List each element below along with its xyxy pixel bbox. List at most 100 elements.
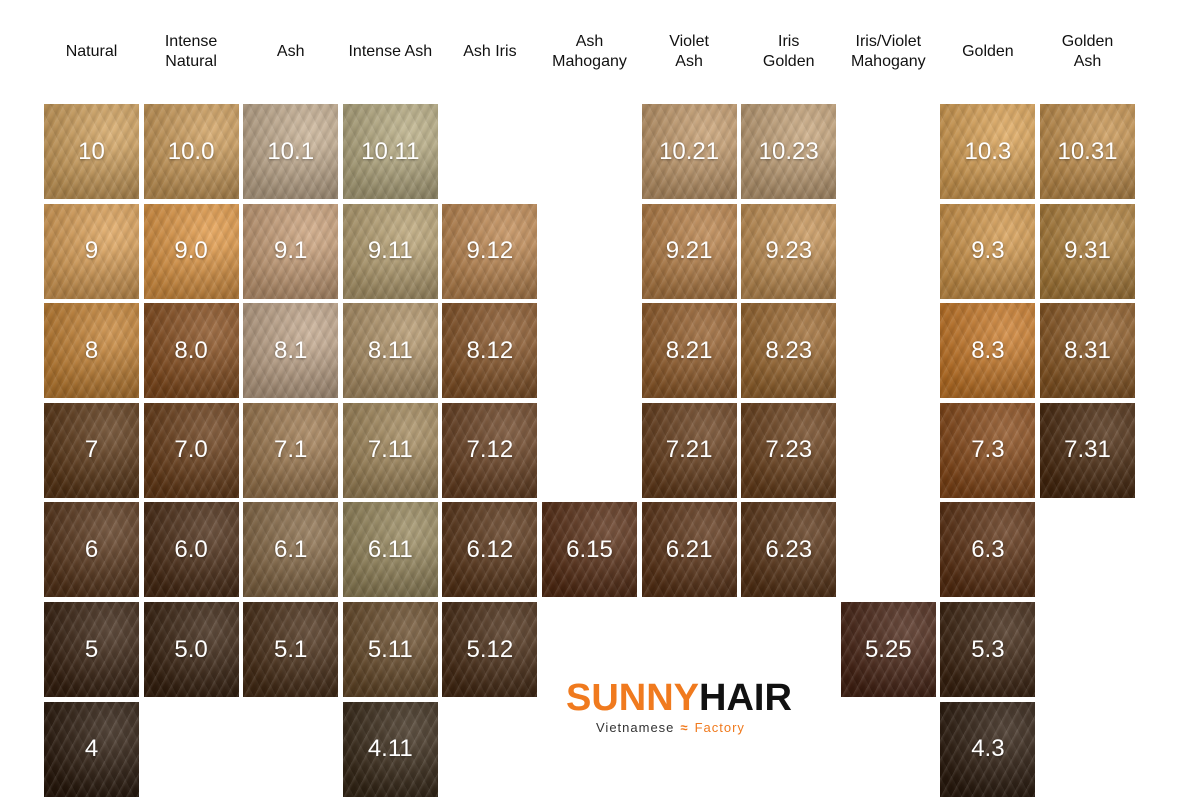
- swatch-9-31[interactable]: 9.31: [1040, 203, 1135, 299]
- swatch-code: 9.11: [367, 237, 413, 265]
- swatch-10[interactable]: 10: [44, 104, 139, 199]
- swatch-8-0[interactable]: 8.0: [143, 303, 239, 399]
- swatch-8-1[interactable]: 8.1: [243, 303, 339, 399]
- swatch-10-1[interactable]: 10.1: [243, 104, 339, 199]
- swatch-code: 6.0: [174, 535, 208, 563]
- swatch-code: 8.12: [466, 336, 514, 364]
- swatch-code: 9.3: [971, 237, 1005, 265]
- swatch-6-23[interactable]: 6.23: [741, 502, 837, 598]
- swatch-5-12[interactable]: 5.12: [442, 602, 538, 697]
- swatch-code: 8.31: [1064, 336, 1111, 364]
- swatch-code: 10.31: [1057, 137, 1118, 165]
- swatch-6-12[interactable]: 6.12: [442, 502, 538, 598]
- swatch-7[interactable]: 7: [44, 402, 139, 498]
- swatch-10-3[interactable]: 10.3: [940, 104, 1036, 199]
- swatch-4[interactable]: 4: [44, 701, 139, 797]
- swatch-7-23[interactable]: 7.23: [741, 402, 837, 498]
- swatch-7-0[interactable]: 7.0: [143, 402, 239, 498]
- swatch-8-21[interactable]: 8.21: [641, 303, 737, 399]
- swatch-code: 8.1: [274, 336, 308, 364]
- swatch-9-1[interactable]: 9.1: [243, 203, 339, 299]
- swatch-code: 5.3: [971, 635, 1005, 663]
- swatch-code: 4: [84, 735, 99, 763]
- swatch-code: 10.23: [758, 137, 819, 165]
- column-header-golden-ash: Golden Ash: [1061, 33, 1114, 70]
- swatch-10-11[interactable]: 10.11: [342, 104, 438, 199]
- swatch-code: 7.3: [971, 436, 1005, 464]
- swatch-6-3[interactable]: 6.3: [940, 502, 1036, 598]
- swatch-4-3[interactable]: 4.3: [940, 701, 1036, 797]
- swatch-8-3[interactable]: 8.3: [940, 303, 1036, 399]
- swatch-10-31[interactable]: 10.31: [1040, 104, 1135, 199]
- swatch-5-11[interactable]: 5.11: [342, 602, 438, 697]
- swatch-9-12[interactable]: 9.12: [442, 203, 538, 299]
- swatch-10-23[interactable]: 10.23: [741, 104, 837, 199]
- swatch-5[interactable]: 5: [44, 602, 139, 697]
- swatch-code: 9.21: [665, 237, 713, 265]
- swatch-6-21[interactable]: 6.21: [641, 502, 737, 598]
- column-header-ash: Ash: [276, 43, 305, 60]
- swatch-8[interactable]: 8: [44, 303, 139, 399]
- swatch-code: 5.1: [274, 635, 308, 663]
- swatch-5-1[interactable]: 5.1: [243, 602, 339, 697]
- swatch-code: 8.0: [174, 336, 208, 364]
- swatch-7-1[interactable]: 7.1: [243, 402, 339, 498]
- swatch-5-3[interactable]: 5.3: [940, 602, 1036, 697]
- swatch-code: 7.12: [466, 436, 514, 464]
- swatch-7-21[interactable]: 7.21: [641, 402, 737, 498]
- swatch-code: 5: [84, 635, 99, 663]
- swatch-6-11[interactable]: 6.11: [342, 502, 438, 598]
- swatch-6-0[interactable]: 6.0: [143, 502, 239, 598]
- swatch-8-23[interactable]: 8.23: [741, 303, 837, 399]
- swatch-code: 8.23: [765, 336, 813, 364]
- swatch-5-0[interactable]: 5.0: [143, 602, 239, 697]
- swatch-code: 7: [84, 436, 99, 464]
- column-header-golden: Golden: [962, 43, 1014, 60]
- swatch-7-3[interactable]: 7.3: [940, 402, 1036, 498]
- swatch-9-0[interactable]: 9.0: [143, 203, 239, 299]
- swatch-code: 9.0: [174, 237, 208, 265]
- swatch-code: 10.1: [267, 137, 315, 165]
- logo-tagline-left: Vietnamese: [596, 720, 675, 735]
- column-header-ash-iris: Ash Iris: [463, 43, 517, 60]
- swatch-6[interactable]: 6: [44, 502, 139, 598]
- swatch-code: 6.15: [566, 535, 613, 563]
- swatch-7-11[interactable]: 7.11: [342, 402, 438, 498]
- swatch-code: 7.11: [367, 436, 413, 464]
- swatch-6-15[interactable]: 6.15: [542, 502, 637, 598]
- swatch-4-11[interactable]: 4.11: [342, 701, 438, 797]
- logo-brand-part1: SUNNY: [566, 677, 700, 719]
- swatch-code: 10.21: [659, 137, 720, 165]
- swatch-5-25[interactable]: 5.25: [840, 602, 936, 697]
- column-header-intense-natural: Intense Natural: [164, 33, 218, 70]
- swatch-6-1[interactable]: 6.1: [243, 502, 339, 598]
- swatch-9-3[interactable]: 9.3: [940, 203, 1036, 299]
- swatch-9-21[interactable]: 9.21: [641, 203, 737, 299]
- swatch-7-31[interactable]: 7.31: [1040, 402, 1135, 498]
- swatch-code: 7.21: [665, 436, 713, 464]
- swatch-code: 6.11: [367, 535, 413, 563]
- swatch-code: 9.1: [274, 237, 308, 265]
- swatch-10-21[interactable]: 10.21: [641, 104, 737, 199]
- swatch-9[interactable]: 9: [44, 203, 139, 299]
- column-header-iris-violet-mahogany: Iris/Violet Mahogany: [850, 33, 926, 70]
- swatch-code: 9.31: [1064, 237, 1111, 265]
- swatch-code: 5.0: [174, 635, 208, 663]
- swatch-code: 5.11: [367, 635, 413, 663]
- swatch-code: 10.0: [167, 137, 215, 165]
- swatch-8-12[interactable]: 8.12: [442, 303, 538, 399]
- column-header-violet-ash: Violet Ash: [669, 33, 709, 70]
- logo-tagline: Vietnamese ≈ Factory: [596, 720, 745, 735]
- swatch-8-31[interactable]: 8.31: [1040, 303, 1135, 399]
- swatch-9-11[interactable]: 9.11: [342, 203, 438, 299]
- swatch-code: 7.31: [1064, 436, 1111, 464]
- swatch-code: 6.3: [971, 535, 1005, 563]
- logo-brand-part2: HAIR: [699, 677, 792, 719]
- swatch-code: 9: [84, 237, 99, 265]
- swatch-8-11[interactable]: 8.11: [342, 303, 438, 399]
- swatch-10-0[interactable]: 10.0: [143, 104, 239, 199]
- swatch-7-12[interactable]: 7.12: [442, 402, 538, 498]
- swatch-9-23[interactable]: 9.23: [741, 203, 837, 299]
- swatch-code: 9.23: [765, 237, 813, 265]
- swatch-code: 5.12: [466, 635, 514, 663]
